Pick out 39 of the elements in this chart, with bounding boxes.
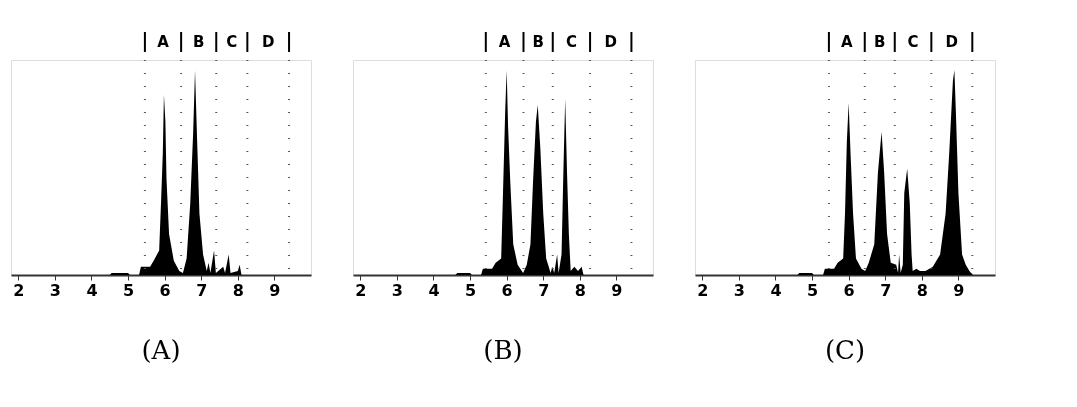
text: C [226,33,238,51]
text: (C) [824,335,866,365]
x-tick-label: 6 [159,280,171,300]
text: D [945,33,959,51]
x-tick-label: 2 [13,280,25,300]
text: (A) [141,335,181,365]
text: A [498,33,511,51]
x-tick-label: 9 [953,280,965,300]
x-tick-label: 4 [86,280,98,300]
text: A [841,33,854,51]
x-tick-label: 3 [49,280,61,300]
x-tick-label: 2 [697,280,709,300]
x-tick-label: 7 [880,280,892,300]
text: C [565,33,577,51]
x-tick-label: 4 [428,280,440,300]
text: D [261,33,275,51]
x-tick-label: 3 [733,280,745,300]
x-tick-label: 6 [843,280,855,300]
text: B [874,33,886,51]
x-tick-label: 8 [232,280,244,300]
x-tick-label: 3 [391,280,403,300]
text: B [192,33,205,51]
text: C [907,33,919,51]
x-tick-label: 8 [574,280,586,300]
x-tick-label: 8 [916,280,928,300]
x-tick-label: 7 [538,280,550,300]
text: B [532,33,544,51]
text: D [604,33,617,51]
x-tick-label: 5 [123,280,135,300]
x-tick-label: 7 [196,280,208,300]
x-tick-label: 6 [501,280,513,300]
x-tick-label: 4 [770,280,782,300]
x-tick-label: 9 [611,280,623,300]
text: A [157,33,170,51]
x-tick-label: 5 [807,280,819,300]
x-tick-label: 2 [355,280,367,300]
x-tick-label: 5 [465,280,477,300]
text: (B) [483,335,523,365]
x-tick-label: 9 [269,280,281,300]
